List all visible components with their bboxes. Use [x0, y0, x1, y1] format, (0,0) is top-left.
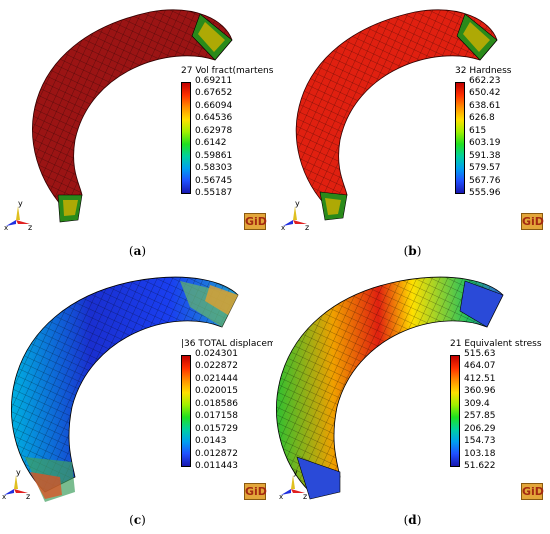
svg-text:x: x: [281, 224, 285, 232]
legend-tick-label: 0.58303: [195, 163, 233, 174]
legend-tick-label: 464.07: [464, 361, 496, 372]
legend-tick-label: 412.51: [464, 373, 496, 384]
colorbar: [450, 355, 460, 467]
legend-title: |36 TOTAL displaceme: [181, 339, 273, 349]
ring-model-c: [11, 276, 239, 502]
panel-a: 27 Vol fract(martensite 0.692110.676520.…: [0, 0, 275, 267]
gid-logo: GiD: [521, 213, 544, 230]
legend-tick-label: 360.96: [464, 386, 496, 397]
axis-triad-icon: y z x: [2, 467, 32, 501]
legend-tick-label: 650.42: [469, 88, 501, 99]
legend-tick-label: 206.29: [464, 423, 496, 434]
svg-text:z: z: [303, 492, 307, 501]
legend-tick-label: 0.024301: [195, 349, 238, 359]
caption-b: (b): [403, 244, 422, 258]
legend-tick-label: 0.69211: [195, 76, 233, 86]
legend-tick-label: 0.017158: [195, 411, 238, 422]
legend-d: 21 Equivalent stress 515.63 464.07 412.51 3…: [450, 339, 548, 479]
legend-tick-label: 0.015729: [195, 423, 238, 434]
gid-logo: GiD: [244, 213, 267, 230]
legend-tick-label: 591.38: [469, 150, 501, 161]
caption-d: (d): [403, 513, 422, 527]
legend-tick-label: 0.021444: [195, 373, 238, 384]
legend-tick-label: 0.59861: [195, 150, 233, 161]
panel-d: 21 Equivalent stress 515.63 464.07 412.51 3…: [275, 267, 550, 534]
svg-text:y: y: [295, 199, 300, 208]
svg-text:z: z: [305, 223, 309, 232]
legend-tick-label: 103.18: [464, 448, 496, 459]
legend-tick-label: 0.56745: [195, 175, 233, 186]
panel-c: |36 TOTAL displaceme 0.024301 0.022872 0.0…: [0, 267, 275, 534]
svg-text:x: x: [4, 224, 8, 232]
panel-b: 32 Hardness 662.23 650.42 638.61 626.8 615 60…: [275, 0, 550, 267]
axis-triad-icon: y z x: [281, 198, 311, 232]
caption-a: (a): [128, 244, 147, 258]
legend-tick-label: 615: [469, 125, 487, 136]
legend-title: 32 Hardness: [455, 66, 512, 76]
colorbar: [181, 355, 191, 467]
svg-text:z: z: [28, 223, 32, 232]
svg-text:y: y: [18, 199, 23, 208]
legend-tick-label: 257.85: [464, 411, 496, 422]
svg-text:z: z: [26, 492, 30, 501]
ring-model-a: [32, 9, 233, 223]
legend-tick-label: 626.8: [469, 113, 495, 124]
axis-triad-icon: y z x: [279, 467, 309, 501]
legend-tick-label: 579.57: [469, 163, 501, 174]
colorbar: [181, 82, 191, 194]
legend-tick-label: 662.23: [469, 76, 501, 86]
svg-text:x: x: [2, 493, 6, 501]
legend-title: 27 Vol fract(martensite: [181, 66, 273, 76]
ring-model-d: [276, 276, 504, 500]
caption-c: (c): [129, 513, 146, 527]
legend-tick-label: 0.012872: [195, 448, 238, 459]
legend-tick-label: 0.011443: [195, 461, 238, 471]
legend-tick-label: 603.19: [469, 138, 501, 149]
legend-tick-label: 0.0143: [195, 436, 227, 447]
svg-text:y: y: [16, 468, 21, 477]
legend-c: |36 TOTAL displaceme 0.024301 0.022872 0.0…: [181, 339, 273, 479]
legend-tick-label: 154.73: [464, 436, 496, 447]
gid-logo: GiD: [244, 483, 267, 500]
legend-tick-label: 555.96: [469, 188, 501, 198]
legend-tick-label: 51.622: [464, 461, 496, 471]
ring-model-b: [295, 9, 498, 221]
legend-tick-label: 0.020015: [195, 386, 238, 397]
legend-tick-label: 0.66094: [195, 100, 233, 111]
legend-tick-label: 0.018586: [195, 398, 238, 409]
legend-tick-label: 0.67652: [195, 88, 233, 99]
legend-a: 27 Vol fract(martensite 0.692110.676520.…: [181, 66, 273, 206]
legend-tick-label: 0.62978: [195, 125, 233, 136]
legend-tick-label: 0.64536: [195, 113, 233, 124]
axis-triad-icon: y z x: [4, 198, 34, 232]
legend-tick-label: 567.76: [469, 175, 501, 186]
svg-text:y: y: [293, 468, 298, 477]
legend-tick-label: 0.022872: [195, 361, 238, 372]
legend-tick-label: 515.63: [464, 349, 496, 359]
legend-tick-label: 0.55187: [195, 188, 233, 198]
legend-title: 21 Equivalent stress: [450, 339, 542, 349]
legend-tick-label: 309.4: [464, 398, 490, 409]
legend-tick-label: 0.6142: [195, 138, 227, 149]
colorbar: [455, 82, 465, 194]
gid-logo: GiD: [521, 483, 544, 500]
svg-text:x: x: [279, 493, 283, 501]
legend-tick-label: 638.61: [469, 100, 501, 111]
legend-b: 32 Hardness 662.23 650.42 638.61 626.8 615 60…: [455, 66, 547, 206]
